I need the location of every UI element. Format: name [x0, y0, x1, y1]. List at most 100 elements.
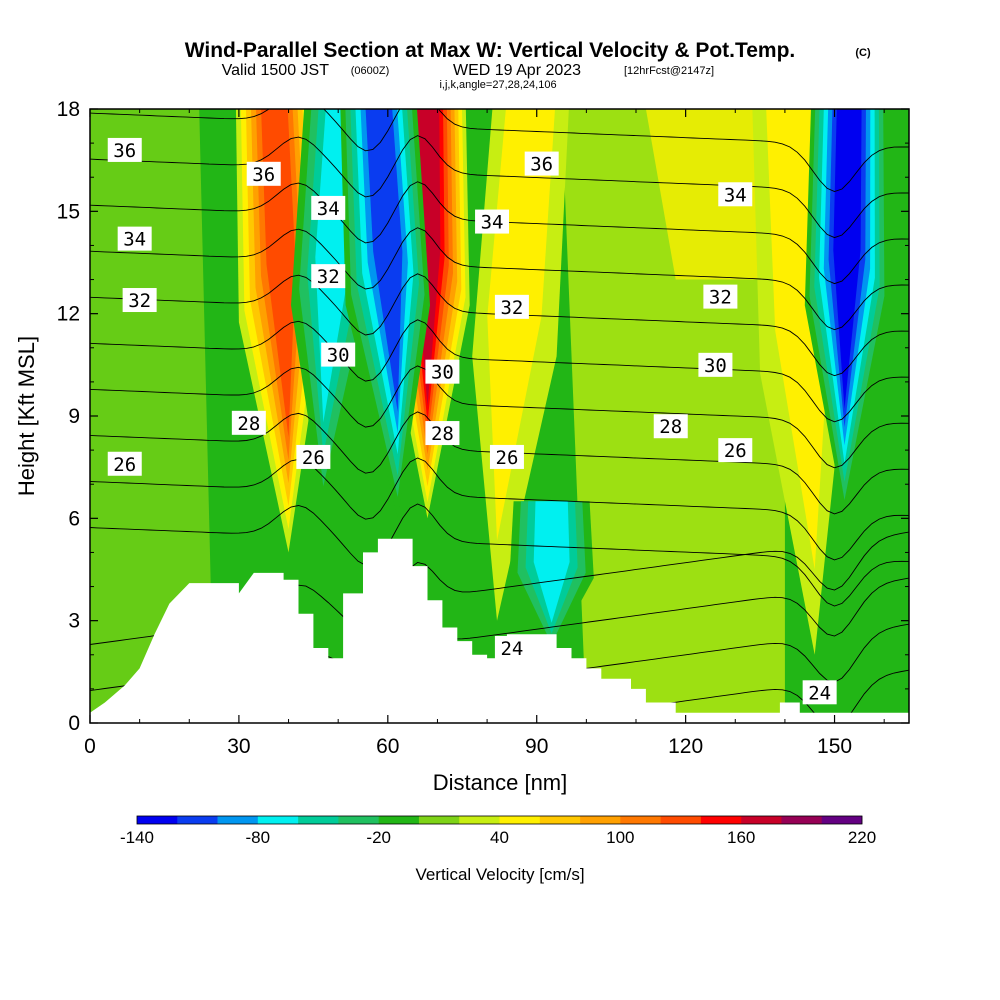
- downdraft-B-band-5: [365, 109, 403, 412]
- colorbar-swatch: [177, 816, 218, 824]
- colorbar-frame: [136, 815, 863, 825]
- theta-label-text: 34: [724, 184, 747, 206]
- colorbar-swatch: [217, 816, 259, 824]
- colorbar-swatch: [257, 816, 299, 824]
- colorbar-swatch: [580, 816, 621, 824]
- theta-label: 36: [246, 161, 281, 186]
- theta-label: 32: [122, 288, 157, 313]
- downdraft-D-band-6: [833, 109, 862, 409]
- x-tick-label: 120: [668, 735, 703, 758]
- theta-label-text: 32: [317, 266, 340, 288]
- theta-label-text: 32: [128, 290, 151, 312]
- theta-label-text: 36: [252, 164, 275, 186]
- colorbar-swatch: [137, 816, 178, 824]
- colorbar-swatch: [338, 816, 379, 824]
- colorbar: -140 -80 -20 40 100 160 220: [120, 815, 876, 847]
- theta-label-text: 28: [659, 416, 682, 438]
- colorbar-swatch: [298, 816, 339, 824]
- theta-label: 34: [718, 182, 753, 207]
- theta-label: 32: [311, 264, 346, 289]
- theta-contour-38: [90, 109, 909, 192]
- colorbar-tick-label: 100: [606, 828, 634, 847]
- y-tick-label: 6: [68, 507, 80, 530]
- theta-label-text: 24: [500, 638, 523, 660]
- x-axis: 0 30 60 90 120 150: [84, 109, 885, 758]
- theta-label: 28: [425, 421, 460, 446]
- colorbar-swatch: [660, 816, 702, 824]
- y-tick-label: 3: [68, 610, 80, 633]
- theta-label-text: 34: [317, 198, 340, 220]
- theta-label: 24: [494, 635, 529, 660]
- theta-label: 36: [107, 137, 142, 162]
- colorbar-swatch: [741, 816, 782, 824]
- colorbar-tick-label: -140: [120, 828, 154, 847]
- copyright-mark: (C): [855, 47, 871, 59]
- theta-label-text: 36: [113, 140, 136, 162]
- x-tick-label: 150: [817, 735, 852, 758]
- x-tick-label: 30: [227, 735, 250, 758]
- theta-label-text: 26: [302, 447, 325, 469]
- theta-label-text: 32: [500, 297, 523, 319]
- terrain-mask: [90, 538, 909, 723]
- theta-label: 34: [475, 209, 510, 234]
- colorbar-swatch: [378, 816, 420, 824]
- downdraft-C-band-3: [533, 501, 570, 623]
- colorbar-swatch: [418, 816, 460, 824]
- y-tick-label: 9: [68, 405, 80, 428]
- updraft-A-band-5: [261, 109, 296, 437]
- theta-contour-25: [416, 669, 909, 723]
- colorbar-swatch: [781, 816, 823, 824]
- theta-label-text: 30: [327, 345, 350, 367]
- background-region-2: [645, 109, 785, 280]
- y-tick-label: 18: [57, 98, 80, 121]
- theta-label: 26: [489, 444, 524, 469]
- colorbar-swatch: [459, 816, 500, 824]
- colorbar-tick-label: 220: [848, 828, 876, 847]
- theta-label: 30: [321, 342, 356, 367]
- y-tick-label: 12: [57, 303, 80, 326]
- x-axis-label: Distance [nm]: [433, 770, 568, 795]
- theta-label-text: 28: [431, 423, 454, 445]
- colorbar-swatch: [700, 816, 742, 824]
- theta-label-text: 26: [496, 447, 519, 469]
- colorbar-label: Vertical Velocity [cm/s]: [415, 865, 584, 884]
- theta-label: 24: [802, 680, 837, 705]
- theta-label-text: 26: [113, 454, 136, 476]
- theta-label: 28: [231, 410, 266, 435]
- theta-label: 34: [311, 195, 346, 220]
- colorbar-tick-label: 40: [490, 828, 509, 847]
- theta-label-text: 32: [709, 287, 732, 309]
- plot-area: 36 36 36 34 34 34 34 32 32 32 32 30 30 30 28 28 28 26 26 26…: [90, 109, 909, 723]
- theta-label: 26: [107, 451, 142, 476]
- chart-title: Wind-Parallel Section at Max W: Vertical…: [185, 39, 796, 62]
- theta-label: 30: [425, 359, 460, 384]
- theta-label-text: 30: [431, 362, 454, 384]
- colorbar-swatch: [539, 816, 581, 824]
- theta-contour-35: [90, 227, 909, 331]
- grid-indices: i,j,k,angle=27,28,24,106: [439, 79, 556, 91]
- colorbar-tick-label: -80: [246, 828, 271, 847]
- theta-contour-37: [90, 135, 909, 239]
- valid-time: Valid 1500 JST: [222, 62, 330, 79]
- x-tick-label: 0: [84, 735, 96, 758]
- colorbar-swatch: [499, 816, 541, 824]
- theta-label-text: 34: [481, 212, 504, 234]
- x-tick-label: 90: [525, 735, 548, 758]
- theta-label-text: 34: [123, 229, 146, 251]
- colorbar-swatch: [821, 816, 863, 824]
- theta-label-text: 24: [808, 682, 831, 704]
- theta-label-text: 26: [724, 440, 747, 462]
- theta-label-text: 28: [237, 413, 260, 435]
- colorbar-swatch: [620, 816, 661, 824]
- theta-contour-29: [90, 503, 909, 607]
- x-tick-label: 60: [376, 735, 399, 758]
- y-axis-label: Height [Kft MSL]: [14, 336, 39, 496]
- colorbar-tick-label: 160: [727, 828, 755, 847]
- velocity-bands: [90, 109, 890, 723]
- theta-label: 34: [117, 226, 152, 251]
- theta-contour-30: [90, 457, 909, 561]
- background-region-0: [90, 109, 215, 723]
- colorbar-tick-label: -20: [366, 828, 391, 847]
